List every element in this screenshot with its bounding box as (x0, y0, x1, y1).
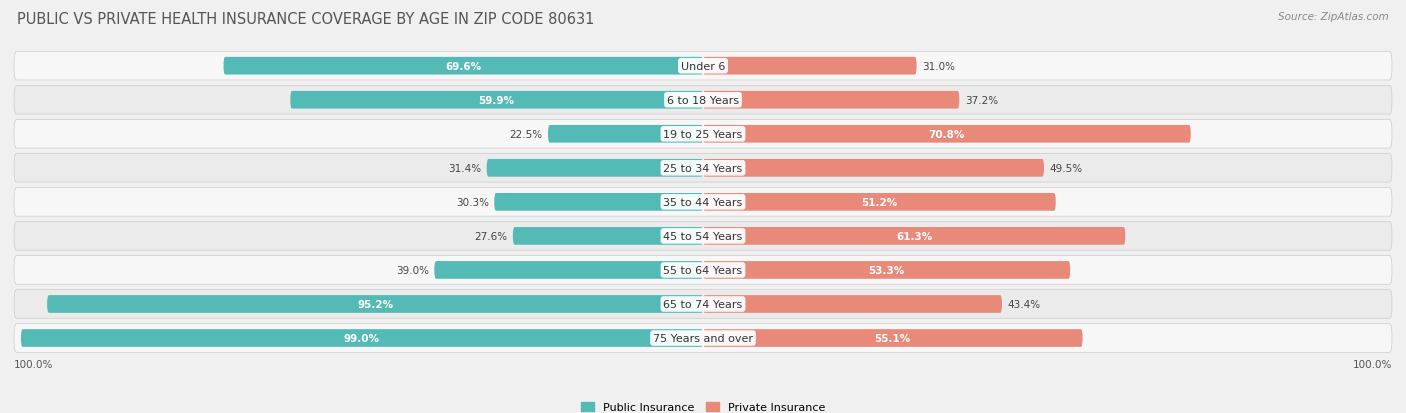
Text: 45 to 54 Years: 45 to 54 Years (664, 231, 742, 241)
Text: 31.0%: 31.0% (922, 62, 955, 71)
FancyBboxPatch shape (14, 324, 1392, 352)
FancyBboxPatch shape (48, 295, 703, 313)
Text: 39.0%: 39.0% (396, 265, 429, 275)
Text: 25 to 34 Years: 25 to 34 Years (664, 164, 742, 173)
FancyBboxPatch shape (224, 58, 703, 75)
Text: 31.4%: 31.4% (449, 164, 481, 173)
Text: 69.6%: 69.6% (446, 62, 481, 71)
Text: 95.2%: 95.2% (357, 299, 394, 309)
FancyBboxPatch shape (548, 126, 703, 143)
Text: 30.3%: 30.3% (456, 197, 489, 207)
Text: 53.3%: 53.3% (869, 265, 904, 275)
Text: 27.6%: 27.6% (474, 231, 508, 241)
Text: 100.0%: 100.0% (1353, 358, 1392, 369)
FancyBboxPatch shape (290, 92, 703, 109)
FancyBboxPatch shape (486, 159, 703, 177)
FancyBboxPatch shape (495, 194, 703, 211)
FancyBboxPatch shape (703, 58, 917, 75)
FancyBboxPatch shape (14, 154, 1392, 183)
Text: 35 to 44 Years: 35 to 44 Years (664, 197, 742, 207)
FancyBboxPatch shape (703, 330, 1083, 347)
FancyBboxPatch shape (703, 159, 1045, 177)
Text: 49.5%: 49.5% (1049, 164, 1083, 173)
FancyBboxPatch shape (14, 222, 1392, 251)
Text: 55 to 64 Years: 55 to 64 Years (664, 265, 742, 275)
FancyBboxPatch shape (703, 194, 1056, 211)
FancyBboxPatch shape (703, 92, 959, 109)
Text: 55.1%: 55.1% (875, 333, 911, 343)
Text: 99.0%: 99.0% (344, 333, 380, 343)
Text: Under 6: Under 6 (681, 62, 725, 71)
Text: 59.9%: 59.9% (478, 95, 515, 105)
Text: 37.2%: 37.2% (965, 95, 998, 105)
FancyBboxPatch shape (14, 256, 1392, 285)
FancyBboxPatch shape (703, 261, 1070, 279)
FancyBboxPatch shape (703, 228, 1125, 245)
Text: 19 to 25 Years: 19 to 25 Years (664, 129, 742, 140)
Text: 75 Years and over: 75 Years and over (652, 333, 754, 343)
FancyBboxPatch shape (703, 295, 1002, 313)
Text: 65 to 74 Years: 65 to 74 Years (664, 299, 742, 309)
Text: 6 to 18 Years: 6 to 18 Years (666, 95, 740, 105)
Text: PUBLIC VS PRIVATE HEALTH INSURANCE COVERAGE BY AGE IN ZIP CODE 80631: PUBLIC VS PRIVATE HEALTH INSURANCE COVER… (17, 12, 595, 27)
Text: 61.3%: 61.3% (896, 231, 932, 241)
FancyBboxPatch shape (14, 188, 1392, 217)
FancyBboxPatch shape (14, 86, 1392, 115)
Legend: Public Insurance, Private Insurance: Public Insurance, Private Insurance (576, 398, 830, 413)
FancyBboxPatch shape (434, 261, 703, 279)
Text: Source: ZipAtlas.com: Source: ZipAtlas.com (1278, 12, 1389, 22)
Text: 100.0%: 100.0% (14, 358, 53, 369)
FancyBboxPatch shape (14, 120, 1392, 149)
FancyBboxPatch shape (513, 228, 703, 245)
FancyBboxPatch shape (21, 330, 703, 347)
Text: 51.2%: 51.2% (862, 197, 897, 207)
FancyBboxPatch shape (14, 290, 1392, 318)
Text: 70.8%: 70.8% (929, 129, 965, 140)
Text: 22.5%: 22.5% (509, 129, 543, 140)
FancyBboxPatch shape (703, 126, 1191, 143)
FancyBboxPatch shape (14, 52, 1392, 81)
Text: 43.4%: 43.4% (1008, 299, 1040, 309)
